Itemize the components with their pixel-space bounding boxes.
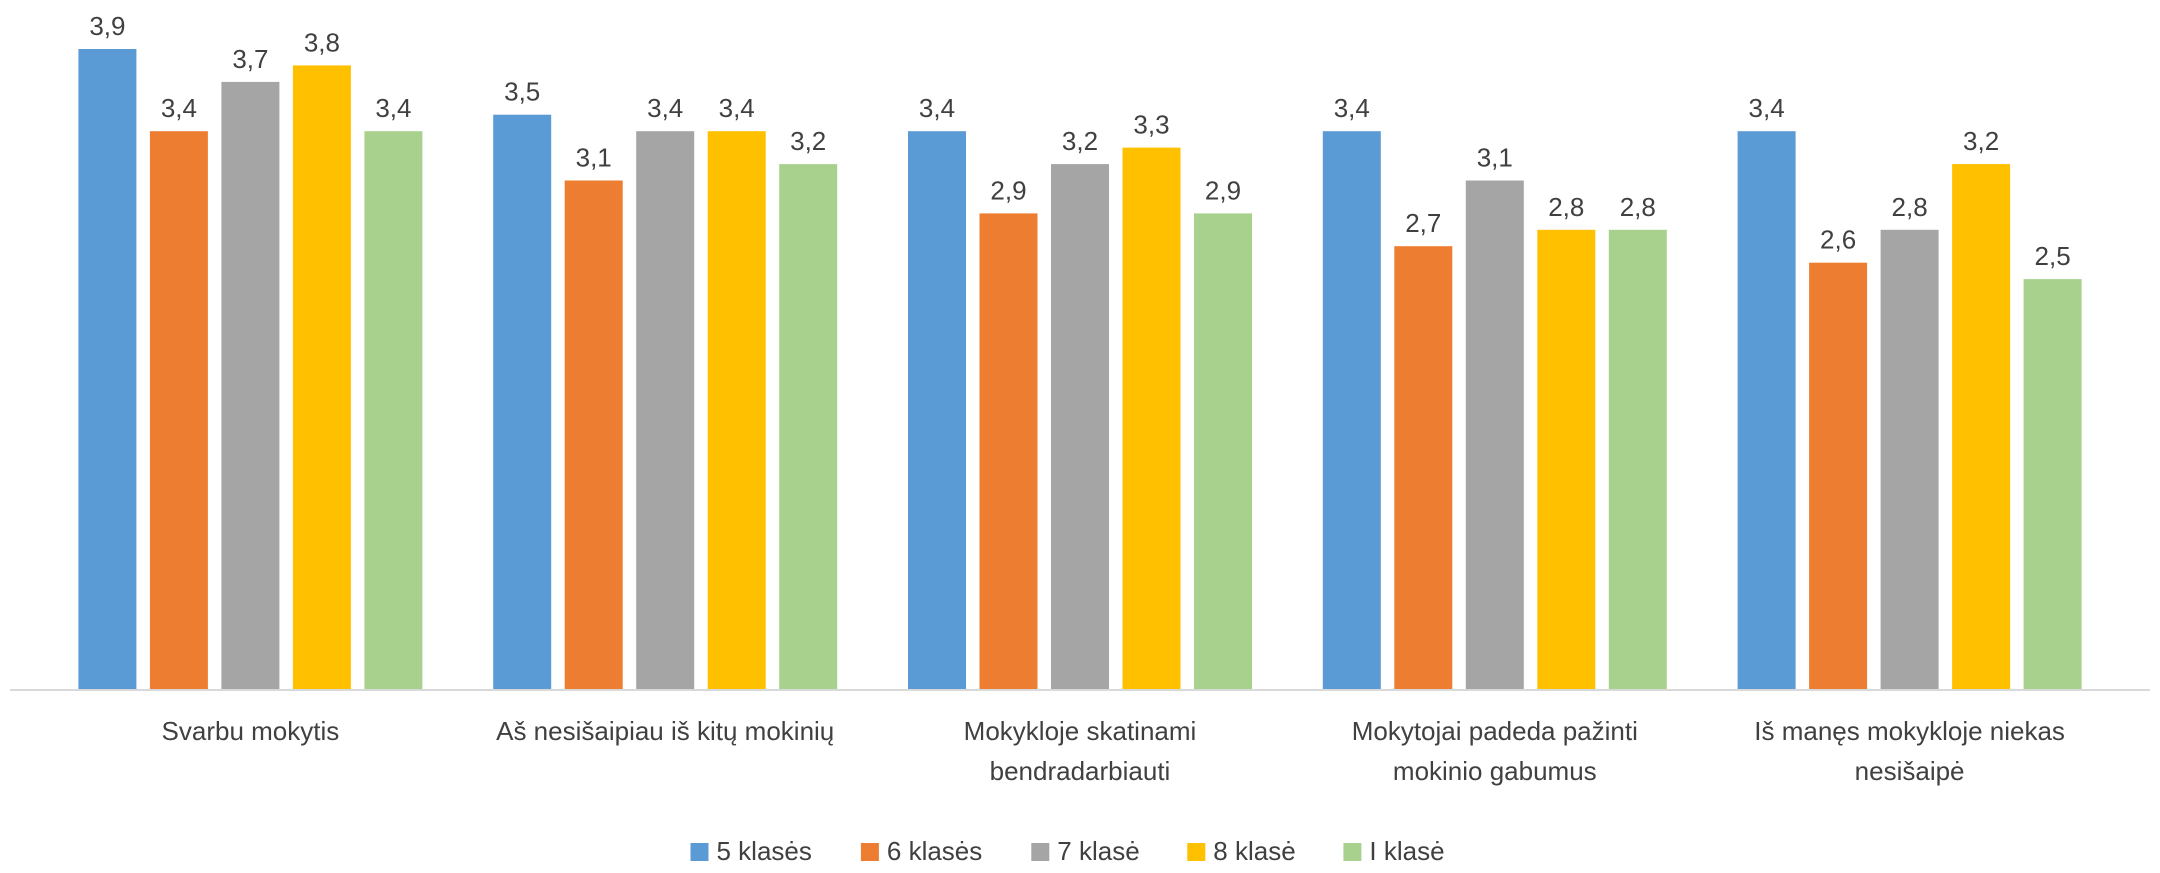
bar: [908, 131, 966, 690]
data-label: 3,3: [1133, 110, 1169, 140]
bar: [78, 49, 137, 690]
category-label: Aš nesišaipiau iš kitų mokinių: [496, 716, 834, 746]
category-label: mokinio gabumus: [1393, 756, 1597, 786]
category-labels-group: Svarbu mokytis Aš nesišaipiau iš kitų mok…: [162, 716, 2065, 786]
bar: [979, 213, 1038, 690]
bar: [1465, 180, 1524, 690]
bar: [1880, 229, 1939, 691]
bar: [1122, 147, 1181, 691]
legend-swatch: [1187, 843, 1206, 861]
bar: [1394, 246, 1453, 690]
data-label: 3,4: [719, 93, 755, 123]
bar: [1051, 164, 1109, 691]
data-label: 3,9: [89, 11, 125, 41]
data-label: 2,7: [1405, 208, 1441, 238]
legend-label: 7 klasė: [1057, 836, 1139, 866]
bar: [364, 131, 423, 690]
data-label: 3,2: [1963, 126, 1999, 156]
bar: [221, 81, 280, 690]
bar: [493, 114, 552, 690]
data-label: 2,9: [1205, 175, 1241, 205]
legend-swatch: [860, 843, 879, 861]
category-label: Mokykloje skatinami: [964, 716, 1197, 746]
bar: [2023, 279, 2082, 690]
legend-label: 6 klasės: [887, 836, 982, 866]
bar: [1809, 262, 1868, 690]
bar: [1322, 131, 1381, 690]
data-label: 3,4: [919, 93, 955, 123]
data-label: 3,2: [1062, 126, 1098, 156]
bar: [292, 65, 351, 690]
data-label: 3,5: [504, 77, 540, 107]
legend: 5 klasės 6 klasės 7 klasė 8 klasė I klasė: [690, 836, 1445, 866]
legend-swatch: [1343, 843, 1362, 861]
data-label: 2,8: [1620, 192, 1656, 222]
legend-label: 5 klasės: [717, 836, 812, 866]
legend-swatch: [1031, 843, 1050, 861]
bar: [1608, 229, 1667, 691]
data-label: 3,8: [304, 27, 340, 57]
bar: [1952, 164, 2011, 691]
bar: [779, 164, 838, 691]
data-label: 2,8: [1548, 192, 1584, 222]
value-labels-group: 3,9 3,4 3,7 3,8 3,4 3,5 3,1 3,4 3,4 3,2 3,4 2,9 3,2 3…: [89, 11, 2070, 271]
data-label: 3,7: [232, 44, 268, 74]
category-label: Iš manęs mokykloje niekas: [1754, 716, 2065, 746]
data-label: 3,1: [576, 143, 612, 173]
legend-label: 8 klasė: [1213, 836, 1295, 866]
bars-group: [78, 49, 2082, 691]
category-label: nesišaipė: [1855, 756, 1965, 786]
bar: [1737, 131, 1796, 690]
legend-swatch: [690, 843, 709, 861]
data-label: 3,2: [790, 126, 826, 156]
category-label: Svarbu mokytis: [162, 716, 340, 746]
data-label: 2,8: [1892, 192, 1928, 222]
bar: [1194, 213, 1252, 690]
data-label: 2,5: [2035, 241, 2071, 271]
data-label: 3,1: [1477, 143, 1513, 173]
category-label: Mokytojai padeda pažinti: [1352, 716, 1638, 746]
data-label: 3,4: [161, 93, 197, 123]
bar: [636, 131, 695, 690]
category-label: bendradarbiauti: [990, 756, 1171, 786]
data-label: 2,6: [1820, 225, 1856, 255]
data-label: 3,4: [1749, 93, 1785, 123]
data-label: 3,4: [1334, 93, 1370, 123]
legend-label: I klasė: [1369, 836, 1444, 866]
bar: [149, 131, 208, 690]
data-label: 2,9: [990, 175, 1026, 205]
data-label: 3,4: [375, 93, 411, 123]
data-label: 3,4: [647, 93, 683, 123]
bar: [1537, 229, 1596, 691]
bar: [564, 180, 623, 690]
bar: [707, 131, 766, 690]
